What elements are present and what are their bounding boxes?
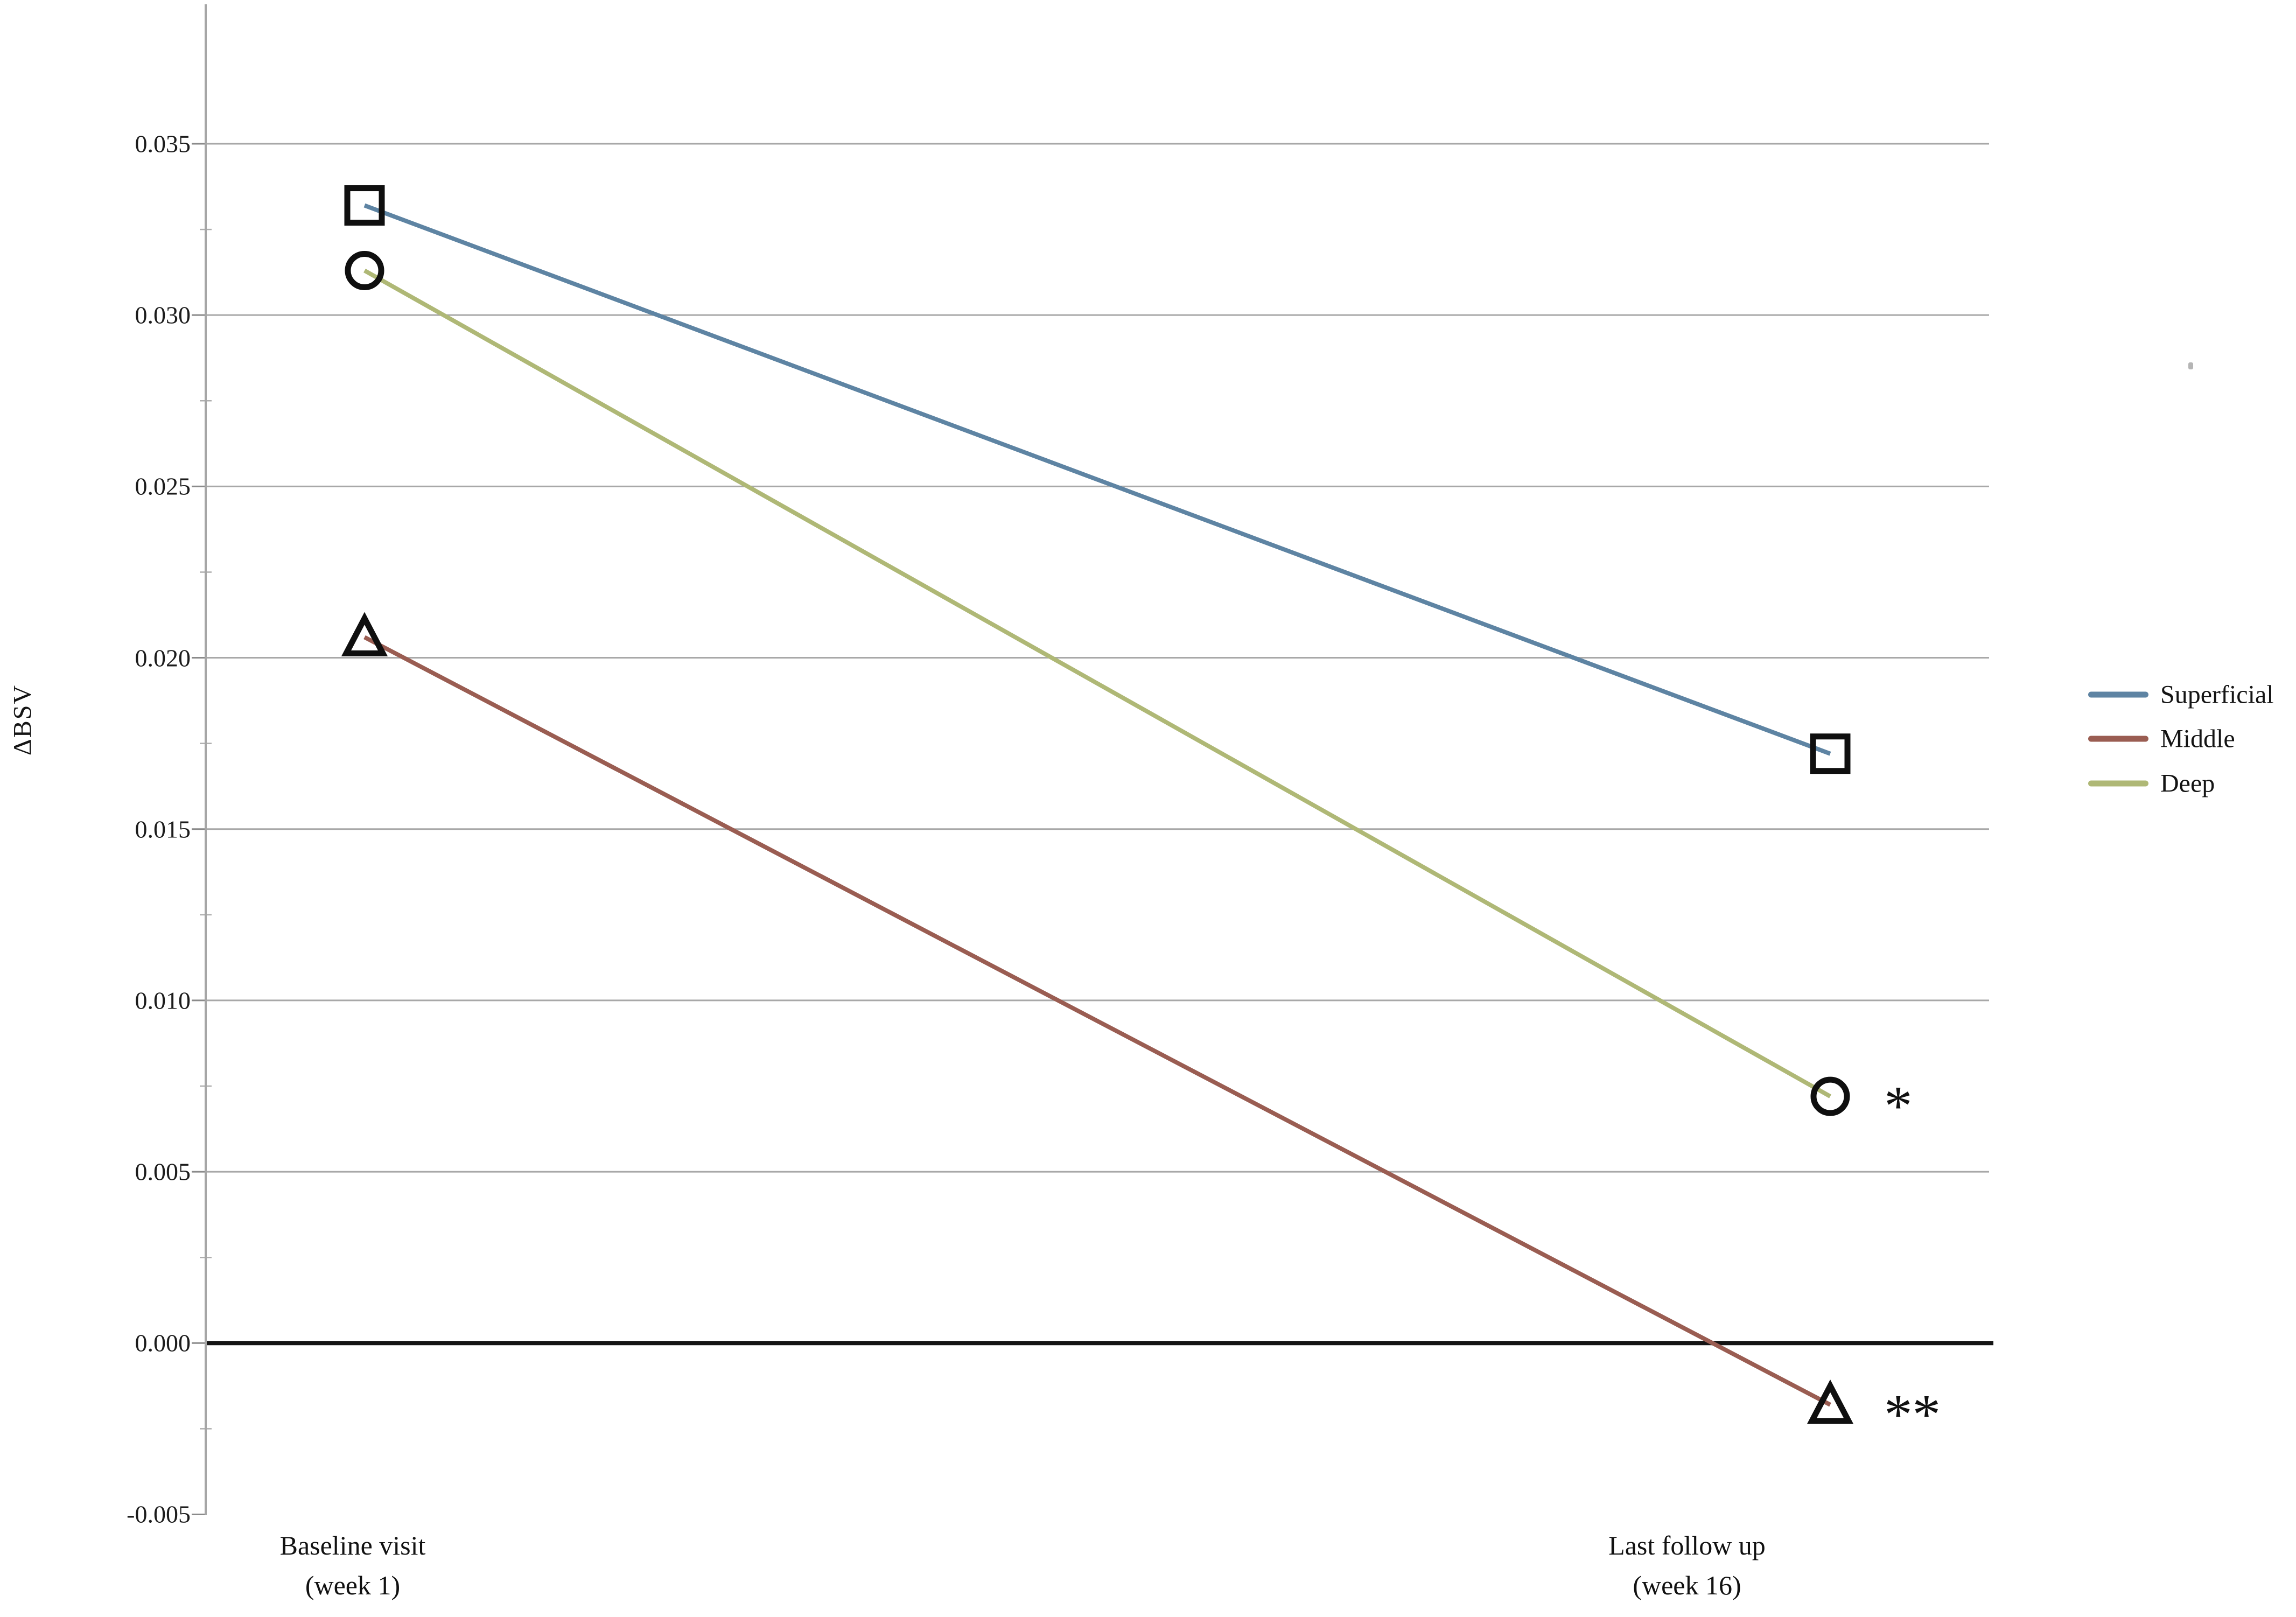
y-tick-label: 0.015 [135,815,191,843]
x-category-label-line2: (week 16) [1633,1570,1741,1600]
legend-line-swatch [2088,780,2148,787]
legend-row-middle: Middle [2088,724,2235,754]
marker-circle-baseline [345,250,384,290]
series-line-middle [363,635,1831,1407]
y-tick-label: 0.020 [135,644,191,672]
series-line-deep [363,268,1831,1098]
y-tick-label: 0.030 [135,301,191,329]
marker-triangle-baseline [341,612,388,656]
scan-artifact-dot [2188,362,2193,369]
y-tick-label: 0.000 [135,1329,191,1357]
significance-asterisk: ** [1884,1382,1941,1446]
marker-circle-followup [1810,1076,1850,1116]
x-category-label: Last follow up (week 16) [1608,1525,1766,1605]
y-tick-label: 0.005 [135,1158,191,1186]
legend-label: Middle [2160,724,2235,753]
legend-label: Superficial [2160,680,2274,709]
series-line-superficial [363,203,1831,756]
legend-line-swatch [2088,691,2148,698]
y-axis-title: ΔBSV [8,684,37,756]
x-category-label-line1: Baseline visit [279,1530,426,1560]
y-tick-label: 0.010 [135,986,191,1014]
x-category-label-line1: Last follow up [1608,1530,1766,1560]
marker-triangle-followup [1807,1379,1854,1424]
legend-label: Deep [2160,769,2215,798]
x-category-label: Baseline visit (week 1) [280,1525,426,1605]
x-category-label-line2: (week 1) [305,1570,401,1600]
y-tick-label: -0.005 [127,1500,191,1528]
y-tick-label: 0.025 [135,472,191,500]
marker-square-baseline [344,185,385,226]
legend-line-swatch [2088,736,2148,742]
y-tick-label: 0.035 [135,130,191,158]
legend-row-superficial: Superficial [2088,680,2274,710]
significance-asterisk: * [1884,1074,1913,1138]
marker-square-followup [1810,733,1851,774]
legend-row-deep: Deep [2088,769,2215,799]
